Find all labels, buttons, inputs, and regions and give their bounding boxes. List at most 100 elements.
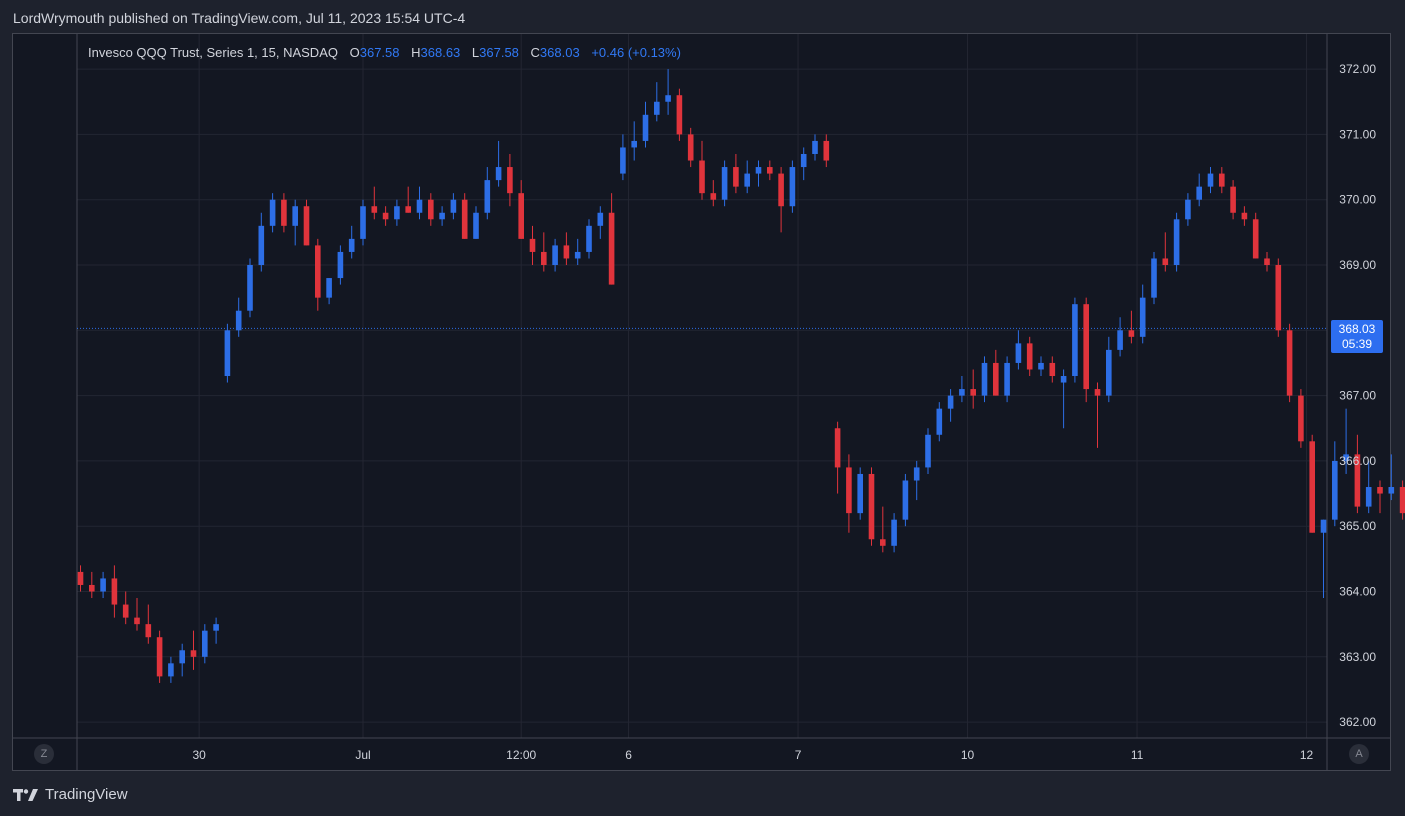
candle-body <box>1388 487 1395 494</box>
candle-body <box>1196 186 1202 200</box>
candle-body <box>676 95 683 135</box>
candle-body <box>902 480 909 520</box>
candle-body <box>620 147 626 174</box>
candle-body <box>168 663 174 677</box>
candle-body <box>179 650 185 664</box>
candle-body <box>654 101 660 115</box>
candle-body <box>1060 376 1067 383</box>
timezone-button[interactable]: Z <box>34 744 54 764</box>
candle-body <box>608 212 615 285</box>
candle-body <box>1264 258 1270 265</box>
candles <box>77 69 1405 683</box>
price-tick-label: 370.00 <box>1339 193 1376 207</box>
candle-body <box>473 212 479 239</box>
candle-body <box>371 206 378 213</box>
price-axis-labels: 362.00 363.00 364.00 365.00 366.00 367.00 368.… <box>1339 62 1376 729</box>
candle-body <box>541 251 547 265</box>
candle-body <box>1173 219 1180 265</box>
candle-body <box>439 212 445 220</box>
last-price: 368.03 <box>1338 322 1376 336</box>
candle-body <box>846 467 852 514</box>
ohlc-legend: Invesco QQQ Trust, Series 1, 15, NASDAQ … <box>88 45 681 60</box>
close-label: C <box>530 45 540 60</box>
candle-body <box>1241 212 1248 220</box>
candle-body <box>891 519 897 546</box>
candle-body <box>1354 454 1361 507</box>
candle-body <box>812 140 818 154</box>
price-tick-label: 363.00 <box>1339 650 1376 664</box>
candle-body <box>484 180 491 213</box>
candle-body <box>631 140 637 148</box>
candle-body <box>461 199 468 239</box>
candle-body <box>1094 389 1101 396</box>
candle-body <box>563 245 570 259</box>
candle-body <box>89 584 95 592</box>
candle-body <box>450 199 457 213</box>
candle-body <box>281 199 287 226</box>
tradingview-logo[interactable]: TradingView <box>13 786 128 803</box>
candle-body <box>247 265 253 311</box>
candle-body <box>394 206 400 220</box>
candle-body <box>156 637 163 677</box>
candle-body <box>789 167 796 207</box>
auto-scale-button[interactable]: A <box>1349 744 1369 764</box>
candle-body <box>913 467 920 481</box>
candle-body <box>495 167 502 181</box>
candle-body <box>868 473 875 540</box>
candle-body <box>699 160 705 194</box>
candle-body <box>687 134 694 161</box>
candle-body <box>1026 343 1033 370</box>
candle-body <box>721 167 728 200</box>
candle-body <box>326 278 332 298</box>
candle-body <box>733 167 739 187</box>
candle-body <box>145 624 152 638</box>
candle-body <box>1332 460 1338 520</box>
candle-body <box>1309 441 1315 533</box>
low-value: 367.58 <box>479 45 519 60</box>
candle-body <box>1151 258 1157 298</box>
candle-body <box>315 245 321 298</box>
tradingview-logo-icon <box>13 788 38 801</box>
candle-body <box>959 389 965 396</box>
candle-body <box>360 206 366 239</box>
open-label: O <box>349 45 360 60</box>
candle-body <box>1015 343 1022 363</box>
candle-body <box>213 624 219 631</box>
candle-body <box>981 362 988 396</box>
candle-body <box>507 167 513 194</box>
candle-body <box>947 395 954 409</box>
candle-body <box>1139 297 1146 337</box>
chart-frame[interactable] <box>12 33 1391 771</box>
candle-body <box>1038 362 1044 370</box>
time-tick-label: 7 <box>795 748 802 762</box>
candle-body <box>269 199 276 226</box>
axes <box>13 34 1390 770</box>
candle-body <box>1320 519 1327 533</box>
price-tick-label: 362.00 <box>1339 715 1376 729</box>
candle-body <box>258 225 265 265</box>
publish-attribution: LordWrymouth published on TradingView.co… <box>13 10 466 26</box>
price-tick-label: 365.00 <box>1339 519 1376 533</box>
candle-body <box>834 428 841 468</box>
candle-body <box>1117 330 1123 350</box>
candle-body <box>1343 454 1349 461</box>
candle-body <box>1049 362 1056 377</box>
candle-body <box>405 206 411 213</box>
time-tick-label: 12:00 <box>506 748 536 762</box>
candle-body <box>552 245 558 265</box>
candle-body <box>1399 487 1405 514</box>
high-label: H <box>411 45 421 60</box>
candle-body <box>235 310 242 331</box>
candle-body <box>1128 330 1135 337</box>
candle-body <box>880 539 886 546</box>
price-tick-label: 366.00 <box>1339 454 1376 468</box>
candle-body <box>428 199 434 220</box>
candle-body <box>122 604 129 618</box>
price-tick-label: 369.00 <box>1339 258 1376 272</box>
candle-body <box>518 193 524 239</box>
last-price-badge: 368.03 05:39 <box>1331 320 1383 353</box>
time-axis-labels: 30 Jul 12:00 6 7 10 11 12 <box>192 748 1313 762</box>
candle-body <box>936 408 943 435</box>
time-tick-label: 11 <box>1131 748 1144 762</box>
